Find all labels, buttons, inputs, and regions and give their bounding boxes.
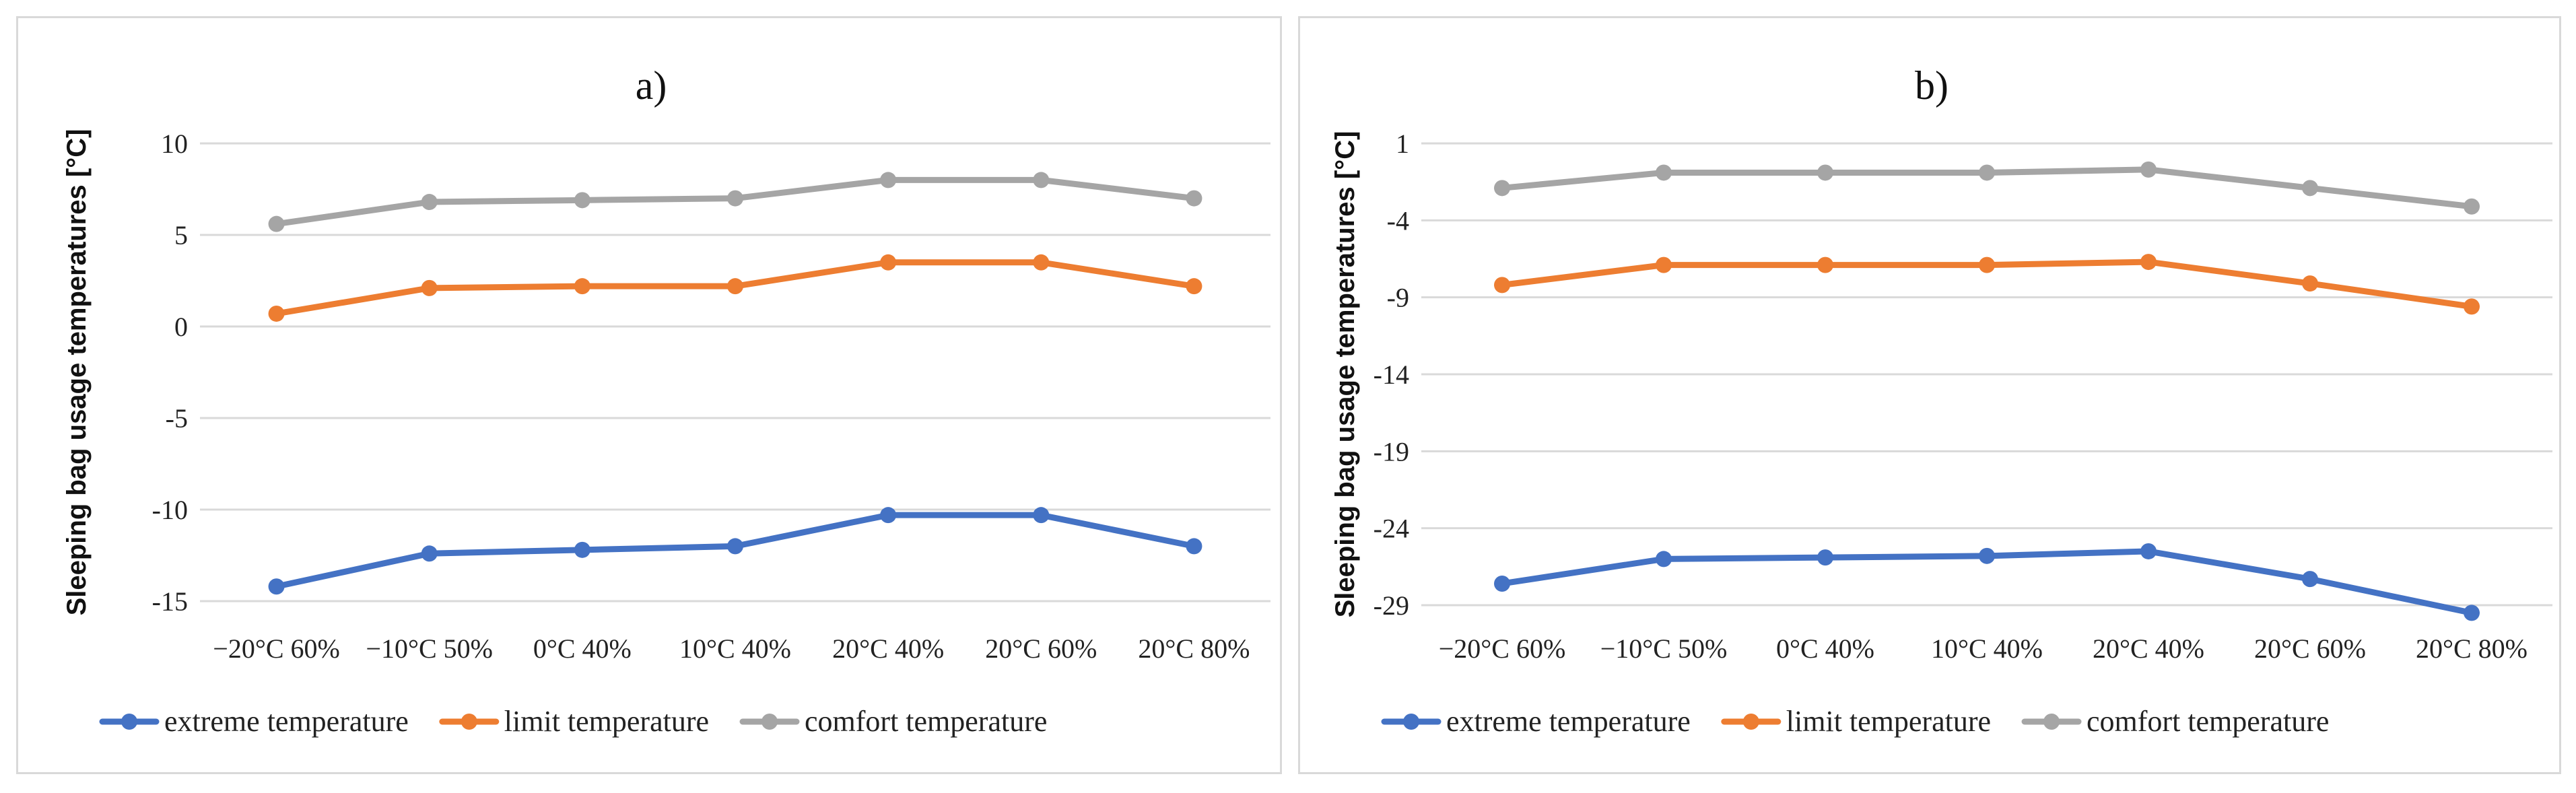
chart-b-ytick-label: -24 xyxy=(1374,514,1409,544)
chart-a-data-point xyxy=(1186,278,1202,295)
chart-b-data-point xyxy=(2464,298,2480,315)
chart-a-xtick-label: 20°C 80% xyxy=(1138,633,1250,664)
chart-b-data-point xyxy=(1656,164,1672,181)
chart-a-ytick-label: -5 xyxy=(166,403,188,434)
chart-a-xtick-label: 20°C 40% xyxy=(832,633,944,664)
chart-a-data-point xyxy=(421,194,438,211)
chart-b-data-point xyxy=(1494,575,1510,592)
chart-a-data-point xyxy=(727,538,743,555)
chart-b-svg: b) 1 -4 -9 -14 -19 -24 -29 Sleeping bag usage te… xyxy=(1330,63,2552,738)
chart-b-title: b) xyxy=(1915,63,1948,108)
chart-b-xtick-label: −10°C 50% xyxy=(1600,633,1728,664)
chart-b-ytick-label: -14 xyxy=(1374,359,1409,390)
chart-panel-b: b) 1 -4 -9 -14 -19 -24 -29 Sleeping bag usage te… xyxy=(1298,16,2561,774)
chart-b-ytick-label: -29 xyxy=(1374,590,1409,621)
chart-a-data-point xyxy=(1033,254,1050,271)
legend-a-marker-1 xyxy=(461,714,477,730)
chart-a-ytick-label: 5 xyxy=(174,220,188,250)
chart-a-data-point xyxy=(727,190,743,207)
chart-b-data-point xyxy=(1979,547,1995,564)
chart-b-data-point xyxy=(1979,164,1995,181)
chart-a-data-point xyxy=(268,215,285,232)
chart-a-data-point xyxy=(574,278,590,295)
chart-a-xtick-label: 10°C 40% xyxy=(679,633,791,664)
chart-a-data-point xyxy=(574,192,590,209)
legend-b-marker-2 xyxy=(2043,714,2060,730)
legend-a-label-1: limit temperature xyxy=(504,705,709,738)
legend-b-marker-1 xyxy=(1742,714,1759,730)
legend-b-label-1: limit temperature xyxy=(1786,705,1991,738)
chart-a-data-point xyxy=(880,254,897,271)
chart-a-title: a) xyxy=(636,63,667,108)
chart-b-xtick-label: 10°C 40% xyxy=(1931,633,2043,664)
legend-b-marker-0 xyxy=(1403,714,1419,730)
legend-a-label-0: extreme temperature xyxy=(164,705,409,738)
legend-b-label-2: comfort temperature xyxy=(2087,705,2329,738)
chart-b-data-point xyxy=(1656,256,1672,273)
chart-a-data-point xyxy=(268,305,285,322)
chart-a-data-point xyxy=(880,172,897,188)
chart-a-data-point xyxy=(880,507,897,524)
legend-a-label-2: comfort temperature xyxy=(805,705,1047,738)
chart-b-data-point xyxy=(2140,543,2157,559)
chart-a-data-point xyxy=(727,278,743,295)
chart-b-xtick-label: 20°C 40% xyxy=(2093,633,2204,664)
chart-a-data-point xyxy=(1186,190,1202,207)
chart-b-data-point xyxy=(2140,161,2157,178)
chart-b-xtick-label: 20°C 80% xyxy=(2416,633,2528,664)
chart-b-data-point xyxy=(1494,277,1510,294)
chart-b-data-point xyxy=(2464,198,2480,215)
chart-b-data-point xyxy=(1817,164,1833,181)
legend-b-label-0: extreme temperature xyxy=(1446,705,1691,738)
chart-a-xtick-label: −20°C 60% xyxy=(213,633,340,664)
chart-a-ytick-label: 0 xyxy=(174,312,188,342)
chart-b-ylabel: Sleeping bag usage temperatures [°C] xyxy=(1330,131,1360,618)
chart-a-ytick-label: 10 xyxy=(161,129,188,159)
chart-a-xtick-label: 0°C 40% xyxy=(533,633,632,664)
chart-a-ytick-label: -10 xyxy=(152,495,188,525)
chart-b-ytick-label: 1 xyxy=(1396,129,1409,159)
chart-b-data-point xyxy=(2140,254,2157,271)
chart-a-data-point xyxy=(421,545,438,562)
chart-b-xtick-label: 0°C 40% xyxy=(1776,633,1874,664)
chart-a-data-point xyxy=(1033,172,1050,188)
chart-b-data-point xyxy=(1656,551,1672,567)
chart-b-ytick-label: -19 xyxy=(1374,436,1409,467)
chart-b-data-point xyxy=(2302,571,2318,588)
chart-a-xtick-label: 20°C 60% xyxy=(985,633,1097,664)
chart-a-xtick-label: −10°C 50% xyxy=(366,633,493,664)
chart-b-xtick-label: 20°C 60% xyxy=(2254,633,2366,664)
chart-b-xtick-label: −20°C 60% xyxy=(1439,633,1566,664)
chart-a-ytick-label: -15 xyxy=(152,586,188,617)
chart-b-data-point xyxy=(2302,275,2318,292)
chart-b-data-point xyxy=(1494,180,1510,197)
chart-b-ytick-label: -4 xyxy=(1387,205,1409,236)
chart-b-data-point xyxy=(1979,256,1995,273)
chart-a-data-point xyxy=(268,578,285,595)
chart-a-svg: a) 10 5 0 -5 -10 -15 Sleeping bag usage tempera… xyxy=(62,63,1270,738)
chart-a-data-point xyxy=(574,541,590,558)
legend-a-marker-0 xyxy=(121,714,137,730)
chart-a-data-point xyxy=(1186,538,1202,555)
chart-b-data-point xyxy=(1817,549,1833,566)
chart-b-data-point xyxy=(2302,180,2318,197)
chart-b-data-point xyxy=(1817,256,1833,273)
legend-a-marker-2 xyxy=(761,714,778,730)
chart-b-data-point xyxy=(2464,605,2480,621)
chart-panel-a: a) 10 5 0 -5 -10 -15 Sleeping bag usage tempera… xyxy=(16,16,1282,774)
chart-a-data-point xyxy=(421,279,438,296)
chart-a-ylabel: Sleeping bag usage temperatures [°C] xyxy=(62,129,92,616)
chart-a-data-point xyxy=(1033,507,1050,524)
chart-b-ytick-label: -9 xyxy=(1387,283,1409,313)
